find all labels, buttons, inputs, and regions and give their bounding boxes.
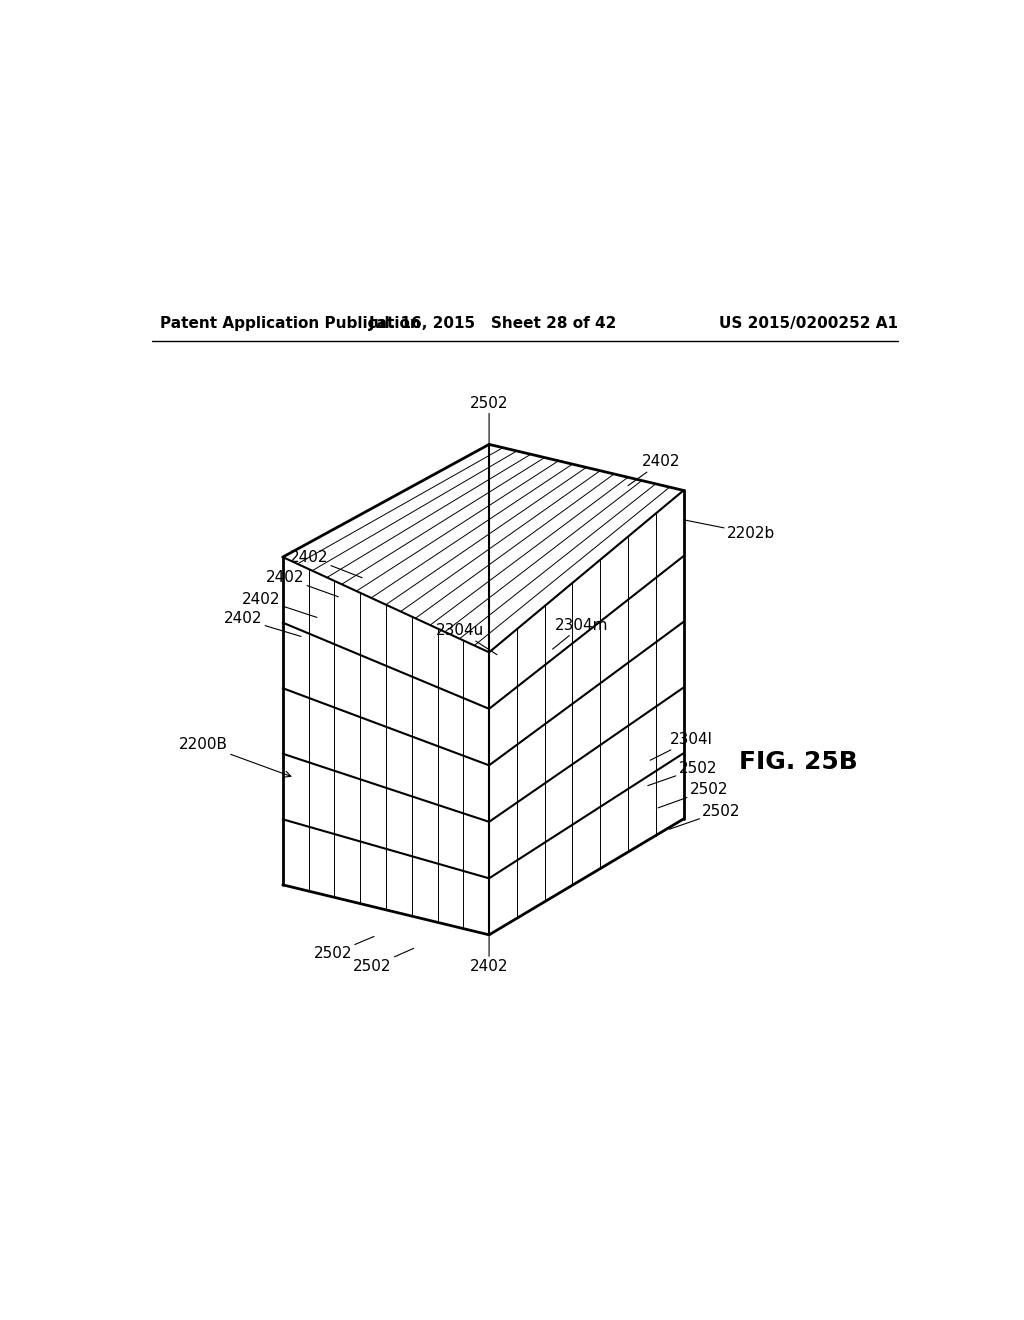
Text: Patent Application Publication: Patent Application Publication	[160, 317, 421, 331]
Text: 2402: 2402	[628, 454, 681, 486]
Text: 2402: 2402	[470, 936, 508, 974]
Text: 2304u: 2304u	[435, 623, 497, 655]
Text: 2402: 2402	[266, 570, 338, 597]
Text: 2502: 2502	[313, 936, 374, 961]
Text: 2502: 2502	[648, 760, 717, 785]
Text: FIG. 25B: FIG. 25B	[739, 750, 858, 774]
Text: 2402: 2402	[242, 591, 316, 618]
Text: 2200B: 2200B	[179, 737, 291, 777]
Text: 2402: 2402	[224, 611, 301, 636]
Polygon shape	[283, 557, 489, 935]
Text: 2202b: 2202b	[684, 520, 775, 541]
Polygon shape	[489, 491, 684, 935]
Text: 2304l: 2304l	[650, 733, 713, 760]
Text: 2502: 2502	[353, 948, 414, 974]
Text: 2502: 2502	[658, 783, 728, 808]
Text: US 2015/0200252 A1: US 2015/0200252 A1	[719, 317, 898, 331]
Text: 2502: 2502	[670, 804, 740, 829]
Text: Jul. 16, 2015   Sheet 28 of 42: Jul. 16, 2015 Sheet 28 of 42	[369, 317, 617, 331]
Text: 2304m: 2304m	[553, 618, 608, 649]
Text: 2402: 2402	[290, 549, 362, 578]
Text: 2502: 2502	[470, 396, 508, 450]
Polygon shape	[283, 445, 684, 652]
